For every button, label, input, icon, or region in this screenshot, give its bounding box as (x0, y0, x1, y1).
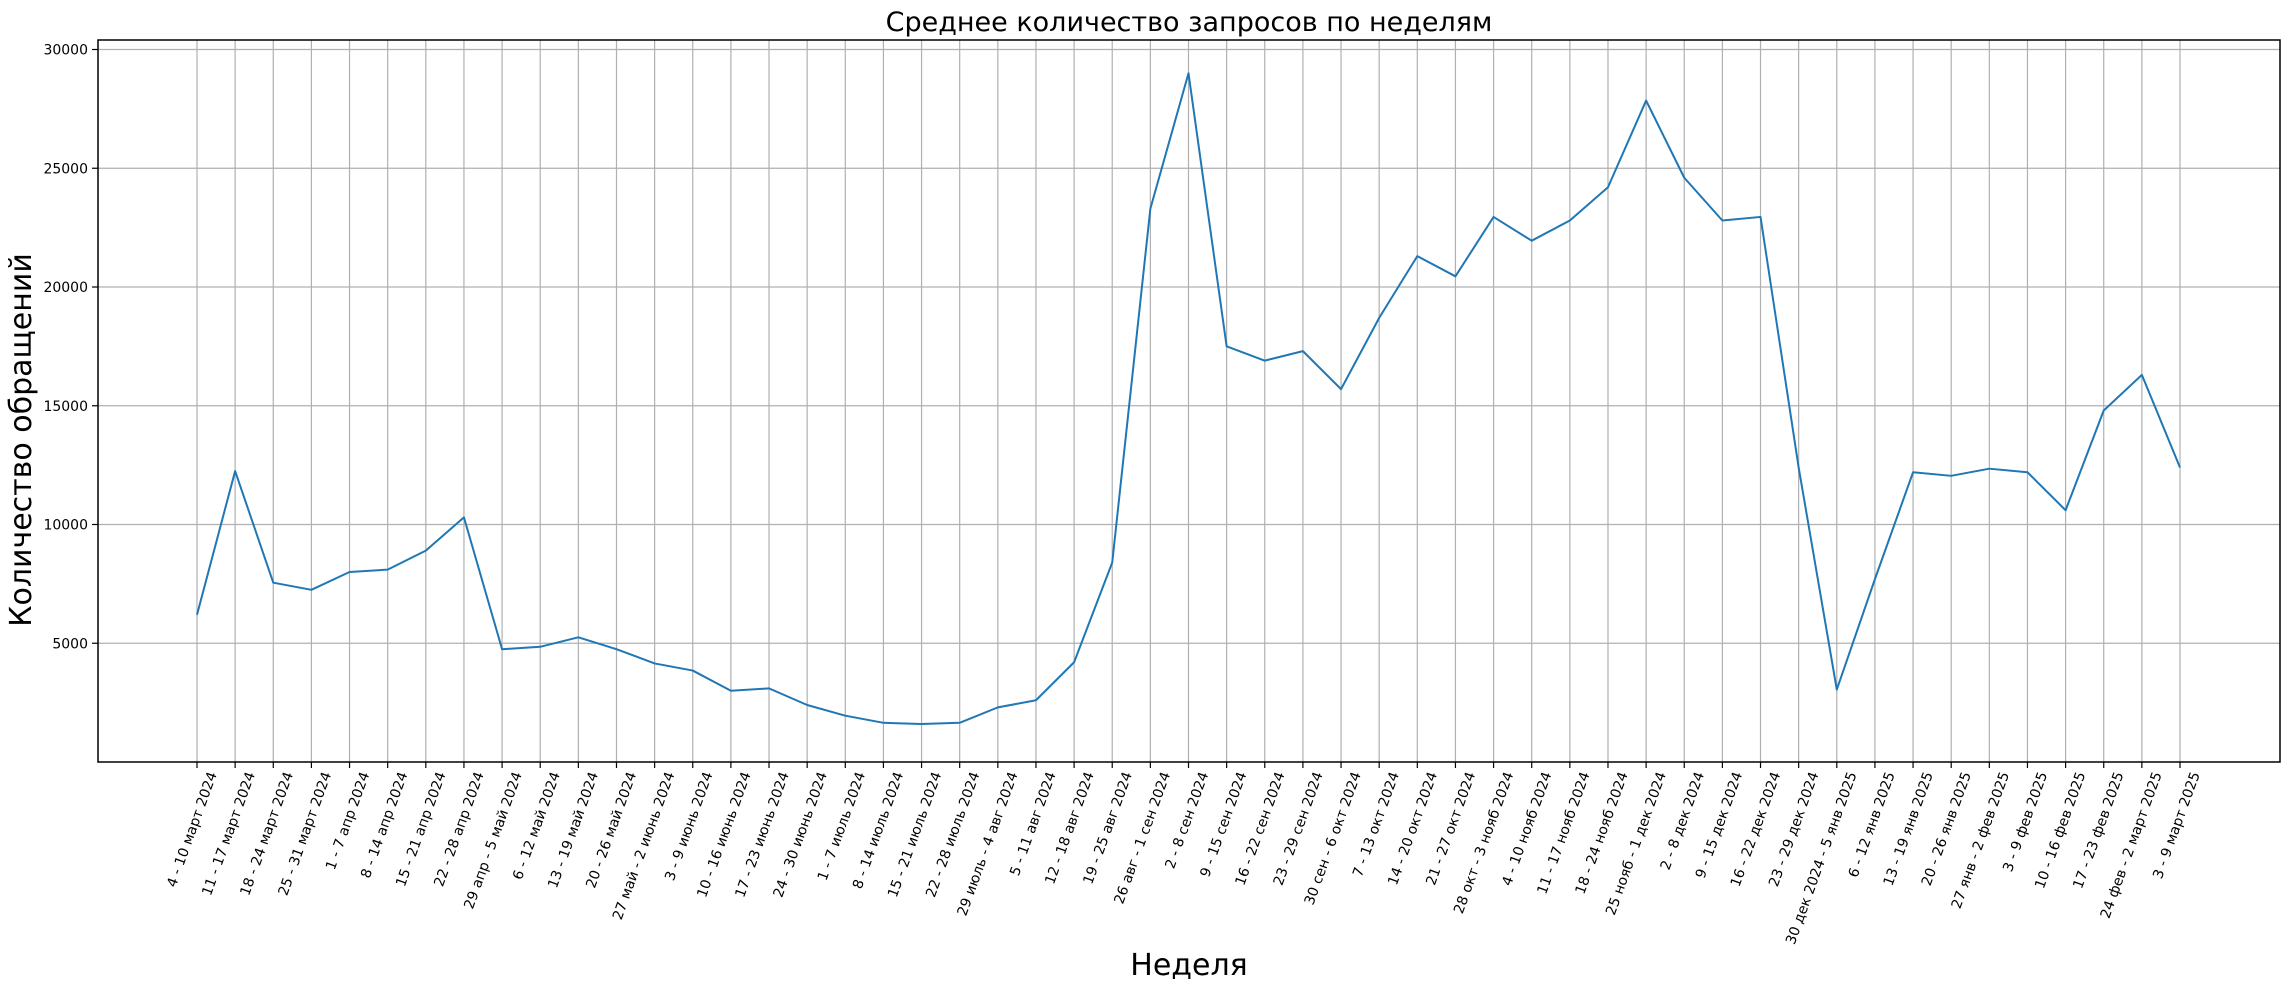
y-tick-label: 15000 (43, 399, 88, 415)
y-tick-label: 25000 (43, 161, 88, 177)
x-tick-label: 30 дек 2024 - 5 янв 2025 (1783, 770, 1860, 947)
y-tick-label: 5000 (52, 636, 88, 652)
y-tick-label: 10000 (43, 518, 88, 534)
x-axis-label: Неделя (1130, 948, 1247, 983)
y-axis-label: Количество обращений (4, 253, 39, 627)
grid-lines (98, 40, 2280, 762)
series-line (196, 72, 2181, 725)
y-tick-label: 20000 (43, 280, 88, 296)
chart-title: Среднее количество запросов по неделям (886, 7, 1493, 38)
y-tick-label: 30000 (43, 43, 88, 59)
